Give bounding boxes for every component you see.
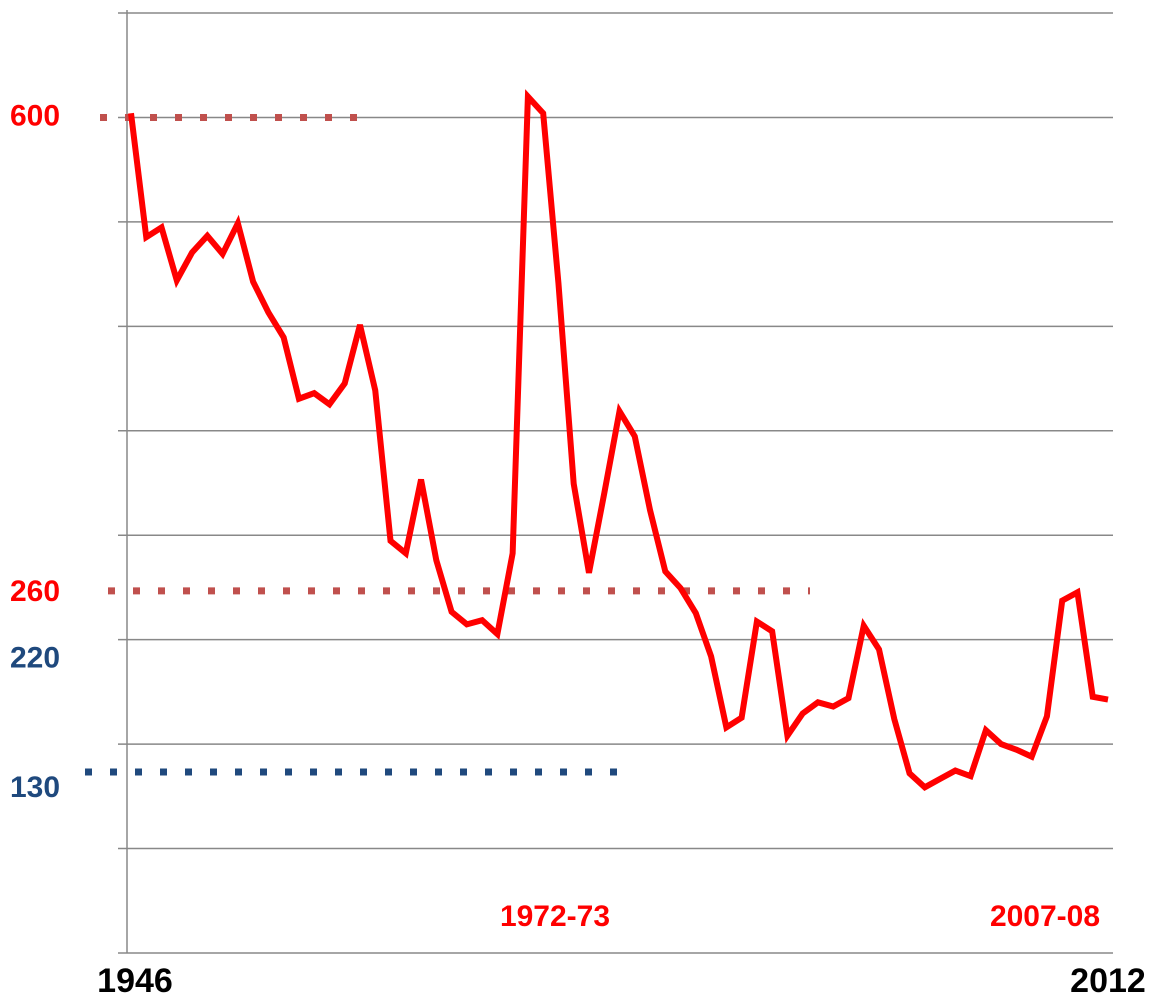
x-tick-label: 1946 xyxy=(97,962,173,1000)
x-tick-label: 2012 xyxy=(1070,962,1146,1000)
y-annotation-label: 600 xyxy=(10,99,60,132)
y-annotation-label: 260 xyxy=(10,575,60,608)
y-annotation-label: 220 xyxy=(10,642,60,675)
data-line xyxy=(128,89,1109,791)
annotation: 1972-73 xyxy=(500,900,610,933)
y-annotation-label: 130 xyxy=(10,771,60,804)
annotation: 2007-08 xyxy=(990,900,1100,933)
